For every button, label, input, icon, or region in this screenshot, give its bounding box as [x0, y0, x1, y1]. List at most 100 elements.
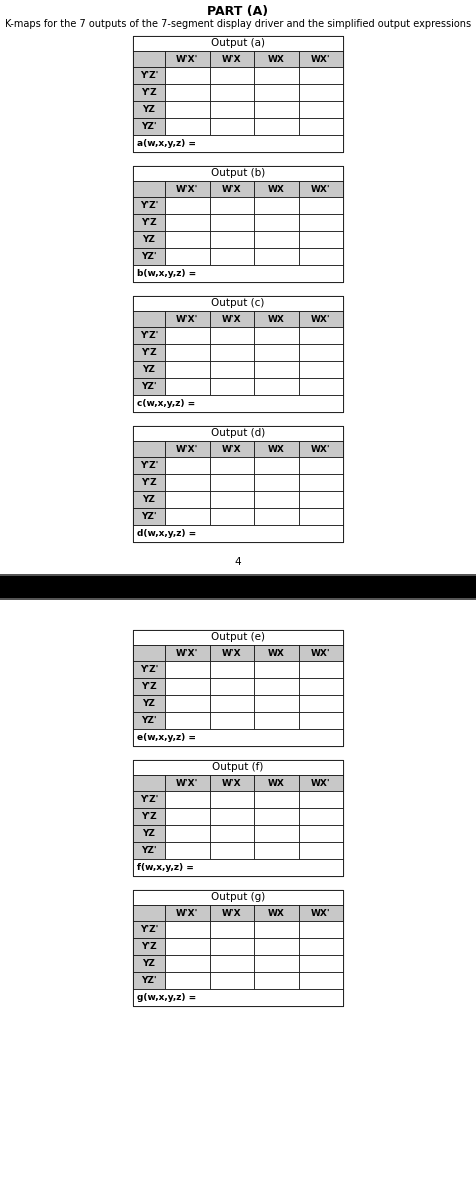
Bar: [298, 361, 343, 378]
Text: YZ': YZ': [141, 382, 157, 391]
Bar: [254, 491, 298, 508]
Bar: [298, 311, 343, 326]
Bar: [298, 248, 343, 265]
Bar: [165, 311, 209, 326]
Text: Output (d): Output (d): [211, 428, 265, 438]
Bar: [133, 36, 343, 50]
Bar: [209, 248, 254, 265]
Text: Output (a): Output (a): [211, 38, 265, 48]
Bar: [133, 760, 343, 775]
Bar: [133, 775, 165, 791]
Bar: [254, 922, 298, 938]
Text: Y'Z: Y'Z: [141, 942, 157, 950]
Bar: [298, 922, 343, 938]
Bar: [209, 311, 254, 326]
Text: WX: WX: [268, 314, 285, 324]
Bar: [209, 938, 254, 955]
Bar: [165, 181, 209, 197]
Bar: [298, 695, 343, 712]
Text: YZ: YZ: [143, 829, 156, 838]
Bar: [254, 230, 298, 248]
Bar: [133, 326, 165, 344]
Bar: [165, 214, 209, 230]
Bar: [209, 326, 254, 344]
Bar: [209, 440, 254, 457]
Text: W'X: W'X: [222, 444, 241, 454]
Text: W'X: W'X: [222, 648, 241, 658]
Bar: [298, 678, 343, 695]
Text: e(w,x,y,z) =: e(w,x,y,z) =: [137, 733, 196, 742]
Bar: [165, 678, 209, 695]
Bar: [165, 695, 209, 712]
Bar: [298, 101, 343, 118]
Bar: [254, 955, 298, 972]
Bar: [298, 474, 343, 491]
Bar: [133, 630, 343, 746]
Bar: [165, 378, 209, 395]
Bar: [298, 712, 343, 728]
Bar: [165, 808, 209, 826]
Bar: [133, 760, 343, 876]
Bar: [209, 214, 254, 230]
Text: YZ': YZ': [141, 976, 157, 985]
Bar: [165, 905, 209, 922]
Bar: [298, 230, 343, 248]
Bar: [209, 491, 254, 508]
Bar: [165, 457, 209, 474]
Bar: [209, 197, 254, 214]
Text: W'X': W'X': [176, 54, 198, 64]
Text: Y'Z: Y'Z: [141, 88, 157, 97]
Bar: [133, 712, 165, 728]
Bar: [209, 361, 254, 378]
Bar: [209, 344, 254, 361]
Text: WX': WX': [311, 185, 330, 193]
Bar: [254, 344, 298, 361]
Text: YZ': YZ': [141, 512, 157, 521]
Bar: [254, 67, 298, 84]
Text: YZ': YZ': [141, 252, 157, 260]
Text: WX: WX: [268, 185, 285, 193]
Text: 4: 4: [235, 557, 241, 566]
Bar: [165, 491, 209, 508]
Bar: [165, 791, 209, 808]
Text: YZ': YZ': [141, 846, 157, 854]
Bar: [298, 326, 343, 344]
Text: PART (A): PART (A): [208, 6, 268, 18]
Bar: [298, 344, 343, 361]
Text: YZ: YZ: [143, 235, 156, 244]
Bar: [254, 775, 298, 791]
Bar: [165, 922, 209, 938]
Bar: [133, 67, 165, 84]
Bar: [254, 197, 298, 214]
Bar: [254, 326, 298, 344]
Bar: [133, 890, 343, 1006]
Bar: [133, 989, 343, 1006]
Bar: [298, 972, 343, 989]
Text: Y'Z': Y'Z': [140, 331, 158, 340]
Bar: [133, 526, 343, 542]
Text: WX: WX: [268, 779, 285, 787]
Bar: [298, 826, 343, 842]
Bar: [165, 955, 209, 972]
Text: c(w,x,y,z) =: c(w,x,y,z) =: [137, 398, 195, 408]
Bar: [165, 326, 209, 344]
Bar: [133, 181, 165, 197]
Bar: [133, 50, 165, 67]
Bar: [133, 791, 165, 808]
Bar: [165, 842, 209, 859]
Text: W'X: W'X: [222, 54, 241, 64]
Bar: [254, 378, 298, 395]
Text: WX': WX': [311, 54, 330, 64]
Text: Y'Z': Y'Z': [140, 925, 158, 934]
Bar: [133, 395, 343, 412]
Bar: [209, 775, 254, 791]
Bar: [254, 457, 298, 474]
Bar: [298, 808, 343, 826]
Bar: [254, 791, 298, 808]
Bar: [133, 84, 165, 101]
Text: W'X': W'X': [176, 908, 198, 918]
Bar: [133, 842, 165, 859]
Bar: [133, 661, 165, 678]
Text: Y'Z: Y'Z: [141, 218, 157, 227]
Bar: [209, 712, 254, 728]
